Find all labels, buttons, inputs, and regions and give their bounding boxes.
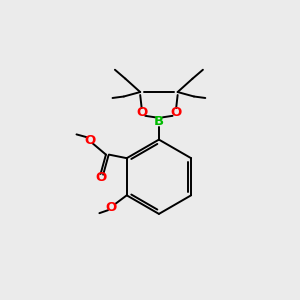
Text: O: O xyxy=(106,201,117,214)
Text: O: O xyxy=(84,134,95,147)
Text: O: O xyxy=(170,106,182,119)
Text: O: O xyxy=(95,171,106,184)
Text: O: O xyxy=(136,106,147,119)
Text: B: B xyxy=(154,115,164,128)
